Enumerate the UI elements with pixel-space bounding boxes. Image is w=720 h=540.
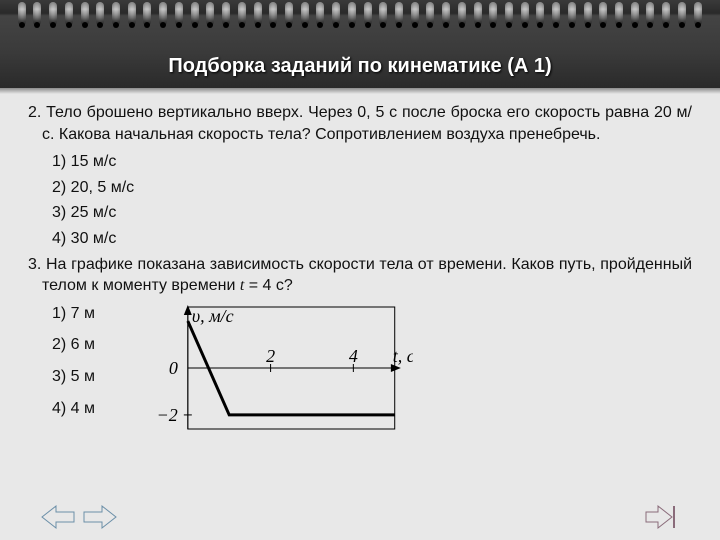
task3-opt-1: 1) 7 м [52, 303, 95, 325]
task2-options: 1) 15 м/с 2) 20, 5 м/с 3) 25 м/с 4) 30 м… [28, 151, 692, 249]
task2-text: 2. Тело брошено вертикально вверх. Через… [28, 102, 692, 145]
svg-text:t, с: t, с [393, 346, 413, 366]
nav-bar [0, 504, 720, 530]
svg-text:−2: −2 [157, 405, 178, 425]
task3-text: 3. На графике показана зависимость скоро… [28, 254, 692, 297]
task2-opt-3: 3) 25 м/с [52, 202, 692, 224]
task2-opt-1: 1) 15 м/с [52, 151, 692, 173]
svg-text:2: 2 [266, 346, 275, 366]
task2-number: 2. [28, 104, 41, 121]
content-area: 2. Тело брошено вертикально вверх. Через… [0, 94, 720, 445]
page-title: Подборка заданий по кинематике (А 1) [0, 55, 720, 78]
task3-body-after: = 4 с? [244, 277, 292, 294]
nav-end-icon[interactable] [644, 504, 680, 530]
graph-svg: 0 2 4 −2 υ, м/с t, с [113, 299, 413, 439]
task3-row: 1) 7 м 2) 6 м 3) 5 м 4) 4 м 0 2 4 −2 υ, м/с t… [28, 303, 692, 446]
svg-text:0: 0 [169, 358, 178, 378]
nav-back-icon[interactable] [40, 504, 76, 530]
svg-text:υ, м/с: υ, м/с [192, 306, 234, 326]
task2-opt-2: 2) 20, 5 м/с [52, 177, 692, 199]
task2-body: Тело брошено вертикально вверх. Через 0,… [42, 104, 692, 143]
task3-body-before: На графике показана зависимость скорости… [42, 256, 692, 295]
task3-opt-3: 3) 5 м [52, 366, 95, 388]
velocity-time-graph: 0 2 4 −2 υ, м/с t, с [113, 299, 413, 446]
header-band: Подборка заданий по кинематике (А 1) [0, 0, 720, 88]
task2-opt-4: 4) 30 м/с [52, 228, 692, 250]
task3-number: 3. [28, 256, 41, 273]
nav-forward-icon[interactable] [82, 504, 118, 530]
task3-opt-2: 2) 6 м [52, 334, 95, 356]
task3-opt-4: 4) 4 м [52, 398, 95, 420]
spiral-binding [0, 2, 720, 30]
svg-text:4: 4 [349, 346, 358, 366]
nav-left-group [40, 504, 118, 530]
task3-options: 1) 7 м 2) 6 м 3) 5 м 4) 4 м [28, 303, 95, 429]
